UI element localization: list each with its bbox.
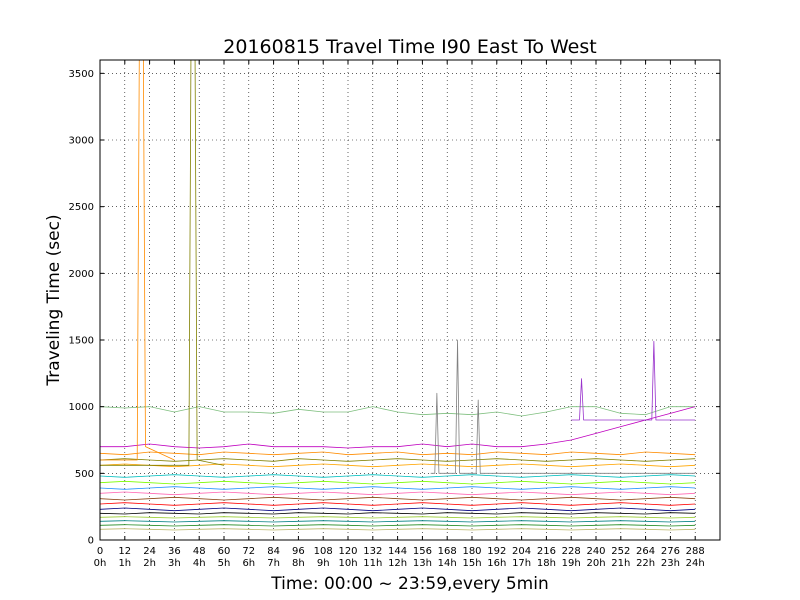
y-tick-label: 3500 (69, 69, 94, 80)
series-line-5 (100, 474, 696, 478)
series-line-4 (100, 463, 696, 468)
series-line-15 (100, 524, 696, 527)
x-tick-hour-label: 24h (686, 558, 705, 569)
x-tick-hour-label: 6h (242, 558, 255, 569)
series-line-13 (100, 516, 696, 519)
x-tick-label: 48 (193, 546, 206, 557)
series-line-11 (100, 507, 696, 512)
x-axis-label: Time: 00:00 ~ 23:59,every 5min (270, 574, 548, 594)
x-tick-label: 180 (462, 546, 481, 557)
x-tick-hour-label: 18h (537, 558, 556, 569)
x-tick-hour-label: 4h (193, 558, 206, 569)
chart-title: 20160815 Travel Time I90 East To West (223, 36, 596, 58)
x-tick-hour-label: 2h (143, 558, 156, 569)
y-tick-label: 1000 (69, 402, 94, 413)
x-tick-hour-label: 8h (292, 558, 305, 569)
x-tick-hour-label: 23h (661, 558, 680, 569)
y-tick-label: 2500 (69, 202, 94, 213)
x-tick-label: 84 (267, 546, 280, 557)
series-line-10 (100, 502, 696, 506)
x-tick-label: 96 (292, 546, 305, 557)
x-tick-hour-label: 0h (94, 558, 107, 569)
y-tick-label: 1500 (69, 336, 94, 347)
x-tick-label: 24 (143, 546, 156, 557)
series-line-14 (100, 520, 696, 523)
x-tick-hour-label: 15h (462, 558, 481, 569)
x-tick-hour-label: 14h (438, 558, 457, 569)
x-tick-label: 12 (118, 546, 131, 557)
series-line-17 (100, 60, 175, 461)
x-tick-label: 36 (168, 546, 181, 557)
series-line-20 (571, 340, 696, 421)
series-line-6 (100, 480, 696, 485)
y-tick-label: 500 (75, 469, 94, 480)
x-tick-hour-label: 11h (363, 558, 382, 569)
plot-frame (99, 59, 721, 541)
x-tick-label: 192 (487, 546, 506, 557)
y-axis-label: Traveling Time (sec) (44, 214, 64, 386)
x-tick-hour-label: 12h (388, 558, 407, 569)
series-line-0 (100, 406, 696, 417)
y-tick-label: 2000 (69, 269, 94, 280)
x-tick-label: 252 (611, 546, 630, 557)
series-line-7 (100, 486, 696, 490)
x-tick-label: 240 (586, 546, 605, 557)
series-line-2 (100, 451, 696, 456)
x-tick-hour-label: 3h (168, 558, 181, 569)
x-tick-label: 216 (537, 546, 556, 557)
x-tick-hour-label: 22h (636, 558, 655, 569)
x-tick-hour-label: 17h (512, 558, 531, 569)
series-line-18 (100, 60, 225, 466)
series-line-12 (100, 512, 696, 515)
x-tick-hour-label: 20h (586, 558, 605, 569)
x-tick-hour-label: 7h (267, 558, 280, 569)
x-tick-label: 144 (388, 546, 407, 557)
series-line-3 (100, 458, 696, 462)
x-tick-label: 120 (338, 546, 357, 557)
x-tick-label: 276 (661, 546, 680, 557)
series-line-8 (100, 491, 696, 496)
x-tick-hour-label: 5h (218, 558, 231, 569)
x-tick-label: 60 (218, 546, 231, 557)
y-tick-label: 3000 (69, 136, 94, 147)
series-line-19 (430, 339, 696, 474)
x-tick-hour-label: 13h (413, 558, 432, 569)
x-tick-label: 264 (636, 546, 655, 557)
x-tick-label: 168 (438, 546, 457, 557)
series-line-9 (100, 496, 696, 501)
x-tick-hour-label: 19h (562, 558, 581, 569)
series-line-1 (100, 406, 696, 449)
x-tick-label: 228 (562, 546, 581, 557)
x-tick-label: 204 (512, 546, 531, 557)
x-tick-label: 156 (413, 546, 432, 557)
x-tick-hour-label: 1h (118, 558, 131, 569)
x-tick-hour-label: 21h (611, 558, 630, 569)
x-tick-label: 132 (363, 546, 382, 557)
x-tick-label: 108 (314, 546, 333, 557)
y-tick-label: 0 (88, 536, 94, 547)
x-tick-hour-label: 16h (487, 558, 506, 569)
series-group (100, 60, 696, 531)
x-tick-label: 288 (686, 546, 705, 557)
grid (99, 60, 720, 541)
x-tick-hour-label: 9h (317, 558, 330, 569)
x-tick-label: 0 (97, 546, 103, 557)
series-line-16 (100, 528, 696, 531)
x-tick-hour-label: 10h (338, 558, 357, 569)
x-tick-label: 72 (242, 546, 255, 557)
